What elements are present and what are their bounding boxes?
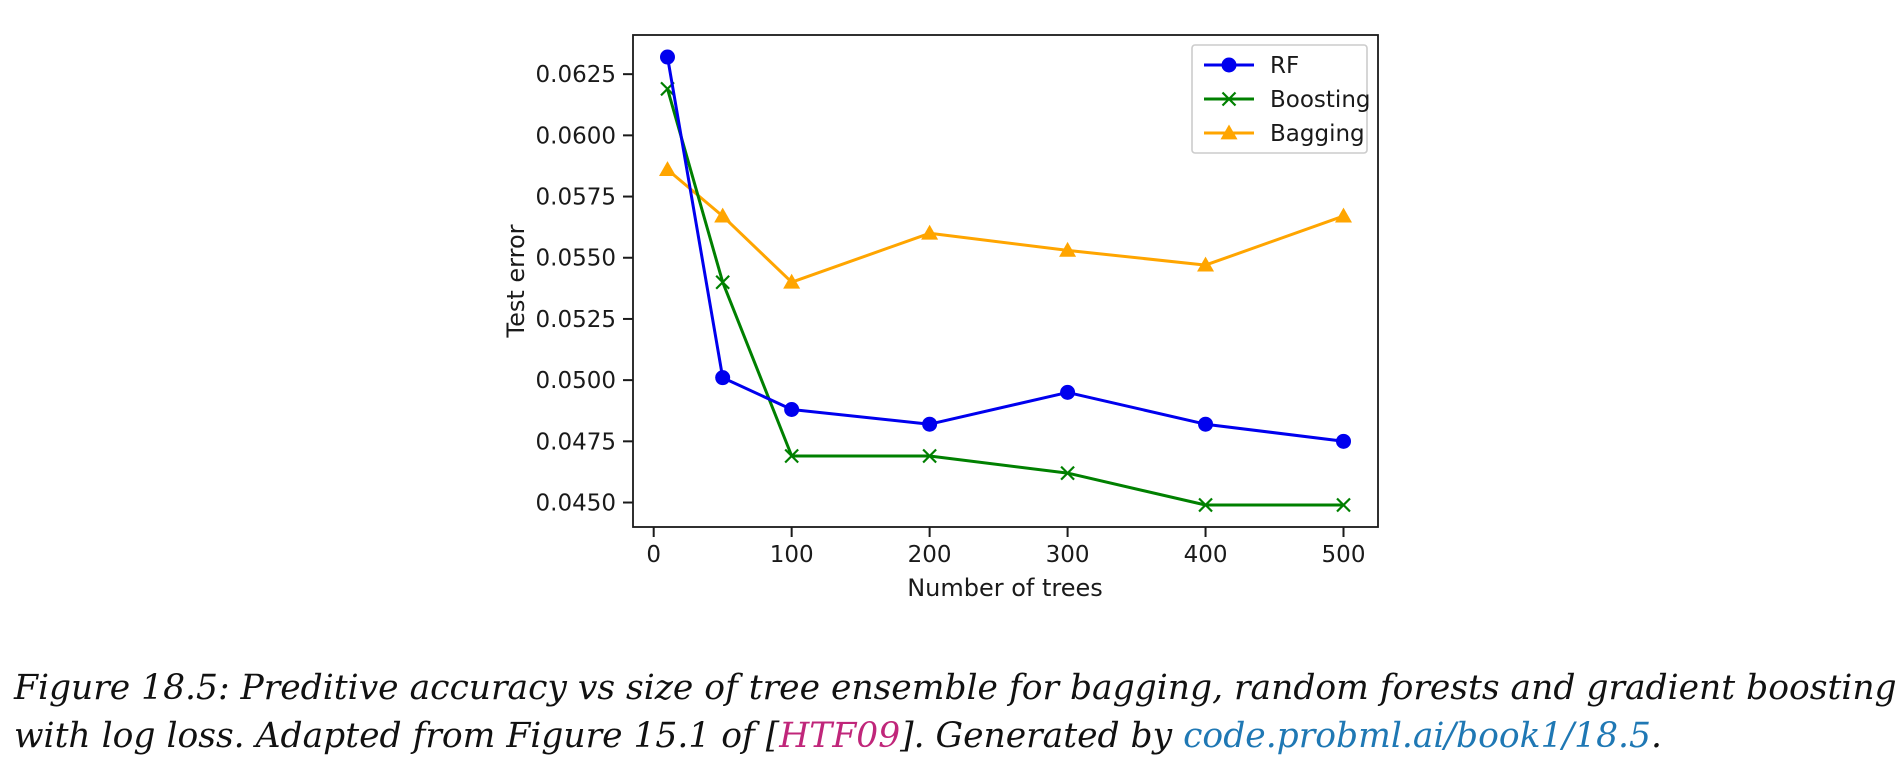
data-point xyxy=(1198,416,1214,432)
y-tick-label: 0.0500 xyxy=(536,368,616,394)
data-point xyxy=(1335,207,1353,223)
legend: RF Boosting Bagging xyxy=(1191,44,1371,154)
data-point xyxy=(921,224,939,240)
data-point xyxy=(1197,256,1215,272)
x-tick-label: 300 xyxy=(1046,542,1090,568)
data-point xyxy=(784,402,800,418)
data-point xyxy=(783,273,801,289)
data-point xyxy=(922,416,938,432)
data-point xyxy=(1059,241,1077,257)
legend-frame xyxy=(1191,44,1368,154)
data-point xyxy=(784,448,799,464)
data-point xyxy=(922,448,937,464)
y-tick-label: 0.0525 xyxy=(536,307,616,333)
line-chart: 0 100 200 300 400 500 0.0450 0.0475 0.0500 0.052… xyxy=(502,34,1379,602)
series-rf xyxy=(659,49,1352,449)
x-tick-label: 0 xyxy=(646,542,661,568)
legend-entries: RF Boosting Bagging xyxy=(1204,53,1371,147)
x-tick-label: 200 xyxy=(908,542,952,568)
data-point xyxy=(1060,384,1076,400)
legend-label: RF xyxy=(1270,53,1299,79)
data-point xyxy=(659,49,675,65)
caption-line-1: Figure 18.5: Preditive accuracy vs size … xyxy=(14,664,1897,712)
y-tick-label: 0.0550 xyxy=(536,246,616,272)
y-axis-label: Test error xyxy=(502,224,530,338)
x-tick-label: 400 xyxy=(1184,542,1228,568)
y-tick-label: 0.0600 xyxy=(536,123,616,149)
x-axis-label: Number of trees xyxy=(907,574,1103,602)
y-tick-label: 0.0475 xyxy=(536,429,616,455)
series-layer xyxy=(658,49,1353,513)
data-point xyxy=(714,207,732,223)
legend-marker xyxy=(1221,91,1237,107)
y-tick-label: 0.0575 xyxy=(536,185,616,211)
data-point xyxy=(715,274,730,290)
x-tick-label: 500 xyxy=(1322,542,1366,568)
legend-item-rf: RF xyxy=(1204,53,1299,79)
legend-label: Bagging xyxy=(1270,121,1365,147)
citation-link[interactable]: HTF09 xyxy=(779,716,901,756)
legend-marker xyxy=(1220,124,1238,140)
data-point xyxy=(1336,497,1351,513)
caption-text: . xyxy=(1650,716,1662,756)
x-tick-label: 100 xyxy=(770,542,814,568)
y-tick-label: 0.0450 xyxy=(536,491,616,517)
caption-line-2: with log loss. Adapted from Figure 15.1 … xyxy=(14,712,1894,760)
data-point xyxy=(1198,497,1213,513)
legend-item-boosting: Boosting xyxy=(1204,87,1371,113)
y-axis: 0.0450 0.0475 0.0500 0.0525 0.0550 0.0575 0.06… xyxy=(536,62,633,517)
code-link[interactable]: code.probml.ai/book1/18.5 xyxy=(1183,716,1651,756)
legend-marker xyxy=(1221,57,1237,73)
figure-caption: Figure 18.5: Preditive accuracy vs size … xyxy=(14,664,1897,760)
legend-label: Boosting xyxy=(1270,87,1371,113)
y-tick-label: 0.0625 xyxy=(536,62,616,88)
caption-text: ]. Generated by xyxy=(900,716,1184,756)
legend-item-bagging: Bagging xyxy=(1204,121,1365,147)
x-axis: 0 100 200 300 400 500 xyxy=(646,527,1365,568)
series-bagging xyxy=(658,161,1353,289)
data-point xyxy=(658,161,676,177)
data-point xyxy=(1336,433,1352,449)
series-boosting xyxy=(660,81,1351,513)
caption-text: Figure 18.5: Preditive accuracy vs size … xyxy=(14,668,1897,708)
data-point xyxy=(715,370,731,386)
caption-text: with log loss. Adapted from Figure 15.1 … xyxy=(14,716,780,756)
data-point xyxy=(1060,465,1075,481)
